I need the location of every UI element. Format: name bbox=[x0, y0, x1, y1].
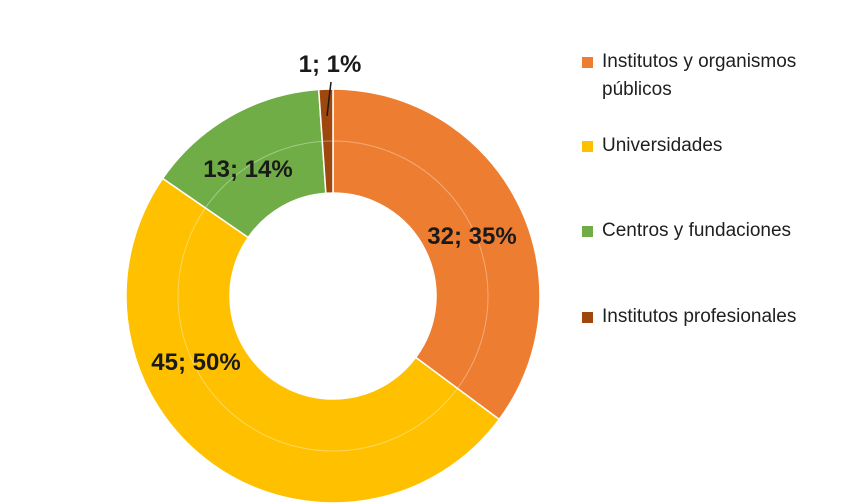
legend-swatch-universidades bbox=[582, 141, 593, 152]
legend-swatch-centros-fundaciones bbox=[582, 226, 593, 237]
data-label-institutos-y-organismos-publicos: 32; 35% bbox=[427, 223, 516, 250]
legend-label-centros-fundaciones: Centros y fundaciones bbox=[602, 220, 792, 241]
slice-institutos-profesionales bbox=[317, 88, 334, 195]
chart-slices bbox=[125, 88, 541, 503]
slice-centros-y-fundaciones bbox=[161, 88, 327, 239]
slice-institutos-y-organismos-publicos bbox=[332, 88, 541, 421]
inner-ring-divider bbox=[177, 140, 489, 452]
legend-swatch-institutos-organismos bbox=[582, 57, 593, 68]
legend-label-institutos-organismos: Institutos y organismos públicos bbox=[602, 51, 797, 100]
data-label-universidades: 45; 50% bbox=[151, 349, 240, 376]
legend-item-institutos-profesionales: Institutos profesionales bbox=[582, 303, 852, 331]
data-label-institutos-profesionales: 1; 1% bbox=[299, 51, 362, 78]
legend-item-centros-fundaciones: Centros y fundaciones bbox=[582, 217, 852, 245]
leader-line-institutos-profesionales bbox=[326, 81, 332, 117]
legend-swatch-institutos-profesionales bbox=[582, 312, 593, 323]
legend-item-institutos-organismos: Institutos y organismos públicos bbox=[582, 48, 852, 104]
legend-label-institutos-profesionales: Institutos profesionales bbox=[602, 306, 797, 327]
legend-item-universidades: Universidades bbox=[582, 132, 852, 160]
chart-data-labels: 32; 35% 45; 50% 13; 14% 1; 1% bbox=[151, 51, 516, 376]
data-label-centros-y-fundaciones: 13; 14% bbox=[203, 156, 292, 183]
legend-label-universidades: Universidades bbox=[602, 135, 723, 156]
